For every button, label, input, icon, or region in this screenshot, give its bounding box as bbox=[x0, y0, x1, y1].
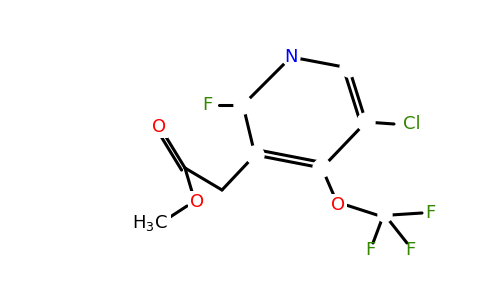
Circle shape bbox=[378, 208, 392, 222]
Text: O: O bbox=[152, 118, 166, 136]
Text: O: O bbox=[190, 193, 204, 211]
Text: H$_3$C: H$_3$C bbox=[132, 213, 168, 233]
Circle shape bbox=[234, 96, 252, 114]
Text: F: F bbox=[425, 204, 435, 222]
Circle shape bbox=[357, 113, 375, 131]
Text: F: F bbox=[202, 96, 212, 114]
Circle shape bbox=[246, 146, 264, 164]
Text: O: O bbox=[331, 196, 345, 214]
Circle shape bbox=[282, 48, 300, 66]
Text: F: F bbox=[405, 241, 415, 259]
Text: F: F bbox=[365, 241, 375, 259]
Circle shape bbox=[313, 159, 331, 177]
Circle shape bbox=[340, 59, 358, 77]
Text: N: N bbox=[284, 48, 298, 66]
Text: Cl: Cl bbox=[403, 115, 421, 133]
